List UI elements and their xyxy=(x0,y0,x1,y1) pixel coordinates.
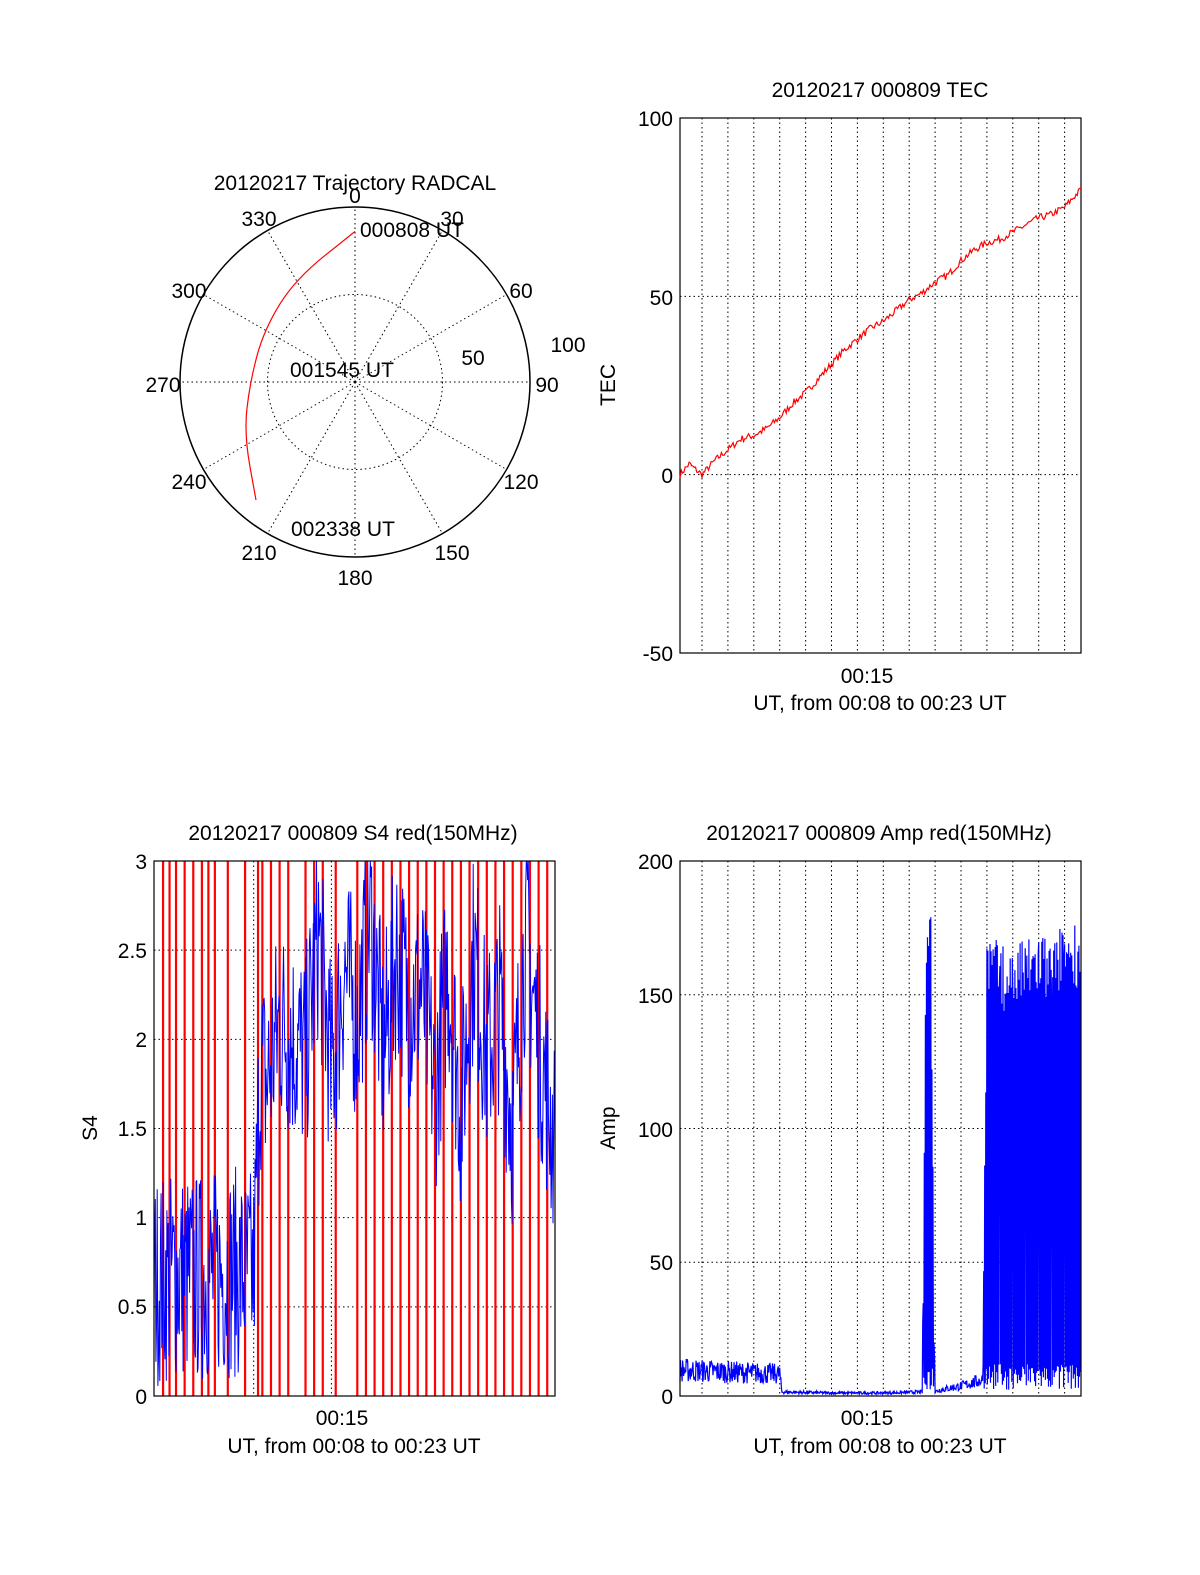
radial-label-100: 100 xyxy=(550,334,585,357)
s4-ytick-3: 3 xyxy=(135,851,147,874)
trajectory-end-label: 002338 UT xyxy=(291,518,395,541)
tec-ylabel: TEC xyxy=(597,364,620,406)
angle-label-0: 0 xyxy=(349,185,361,208)
s4-title: 20120217 000809 S4 red(150MHz) xyxy=(188,822,517,845)
s4-xlabel: UT, from 00:08 to 00:23 UT xyxy=(227,1435,480,1458)
angle-label-150: 150 xyxy=(434,542,469,565)
polar-spoke-210 xyxy=(267,381,356,534)
angle-label-120: 120 xyxy=(503,471,538,494)
amp-title: 20120217 000809 Amp red(150MHz) xyxy=(706,822,1052,845)
amp-ytick-100: 100 xyxy=(638,1119,673,1142)
angle-label-90: 90 xyxy=(535,374,558,397)
amp-ytick-0: 0 xyxy=(661,1386,673,1409)
tec-panel: 20120217 000809 TEC 100 50 0 -50 TEC 00:… xyxy=(597,79,1082,715)
tec-title: 20120217 000809 TEC xyxy=(772,79,989,102)
s4-ytick-0-5: 0.5 xyxy=(118,1296,147,1319)
tec-ytick-50: 50 xyxy=(650,287,673,310)
s4-ytick-0: 0 xyxy=(135,1386,147,1409)
angle-label-30: 30 xyxy=(440,208,463,231)
tec-series-line xyxy=(679,187,1082,479)
trajectory-panel: 20120217 Trajectory RADCAL 0 30 60 90 12… xyxy=(145,172,585,590)
s4-panel: 20120217 000809 S4 red(150MHz) 3 2.5 2 1… xyxy=(79,822,556,1458)
amp-panel: 20120217 000809 Amp red(150MHz) 200 150 … xyxy=(597,822,1082,1458)
trajectory-line xyxy=(245,231,356,501)
angle-label-210: 210 xyxy=(241,542,276,565)
angle-label-60: 60 xyxy=(509,280,532,303)
angle-label-330: 330 xyxy=(241,208,276,231)
amp-ytick-50: 50 xyxy=(650,1252,673,1275)
s4-ytick-1-5: 1.5 xyxy=(118,1118,147,1141)
tec-xlabel: UT, from 00:08 to 00:23 UT xyxy=(753,692,1006,715)
s4-red-series xyxy=(161,861,549,1396)
s4-ytick-2-5: 2.5 xyxy=(118,940,147,963)
trajectory-title: 20120217 Trajectory RADCAL xyxy=(214,172,497,195)
s4-blue-series-line xyxy=(153,860,556,1386)
amp-ylabel: Amp xyxy=(597,1106,620,1149)
tec-ytick-minus50: -50 xyxy=(643,643,673,666)
polar-grid xyxy=(179,206,531,558)
polar-inner-circle xyxy=(267,294,443,470)
trajectory-mid-label: 001545 UT xyxy=(290,359,394,382)
tec-axes-frame xyxy=(679,117,1082,654)
amp-xlabel: UT, from 00:08 to 00:23 UT xyxy=(753,1435,1006,1458)
amp-blue-series-line xyxy=(679,917,1082,1397)
s4-axes-frame xyxy=(153,860,556,1397)
s4-ytick-1: 1 xyxy=(135,1207,147,1230)
angle-label-270: 270 xyxy=(145,374,180,397)
angle-label-180: 180 xyxy=(337,567,372,590)
tec-ytick-0: 0 xyxy=(661,465,673,488)
tec-xtick-0015: 00:15 xyxy=(841,665,894,688)
polar-radial-labels: 50 100 xyxy=(461,334,585,370)
s4-xtick-0015: 00:15 xyxy=(316,1407,369,1430)
polar-angle-labels: 0 30 60 90 120 150 180 210 240 270 300 3… xyxy=(145,185,558,590)
amp-ytick-150: 150 xyxy=(638,985,673,1008)
angle-label-240: 240 xyxy=(171,471,206,494)
amp-xtick-0015: 00:15 xyxy=(841,1407,894,1430)
trajectory-start-label: 000808 UT xyxy=(360,219,464,242)
s4-ylabel: S4 xyxy=(79,1115,102,1141)
amp-ytick-200: 200 xyxy=(638,851,673,874)
tec-grid xyxy=(680,118,1081,653)
s4-ytick-2: 2 xyxy=(135,1029,147,1052)
amp-axes-frame xyxy=(679,860,1082,1397)
radial-label-50: 50 xyxy=(461,347,484,370)
polar-outer-circle xyxy=(179,206,531,558)
polar-spoke-240 xyxy=(203,381,356,470)
tec-ytick-100: 100 xyxy=(638,108,673,131)
angle-label-300: 300 xyxy=(171,280,206,303)
